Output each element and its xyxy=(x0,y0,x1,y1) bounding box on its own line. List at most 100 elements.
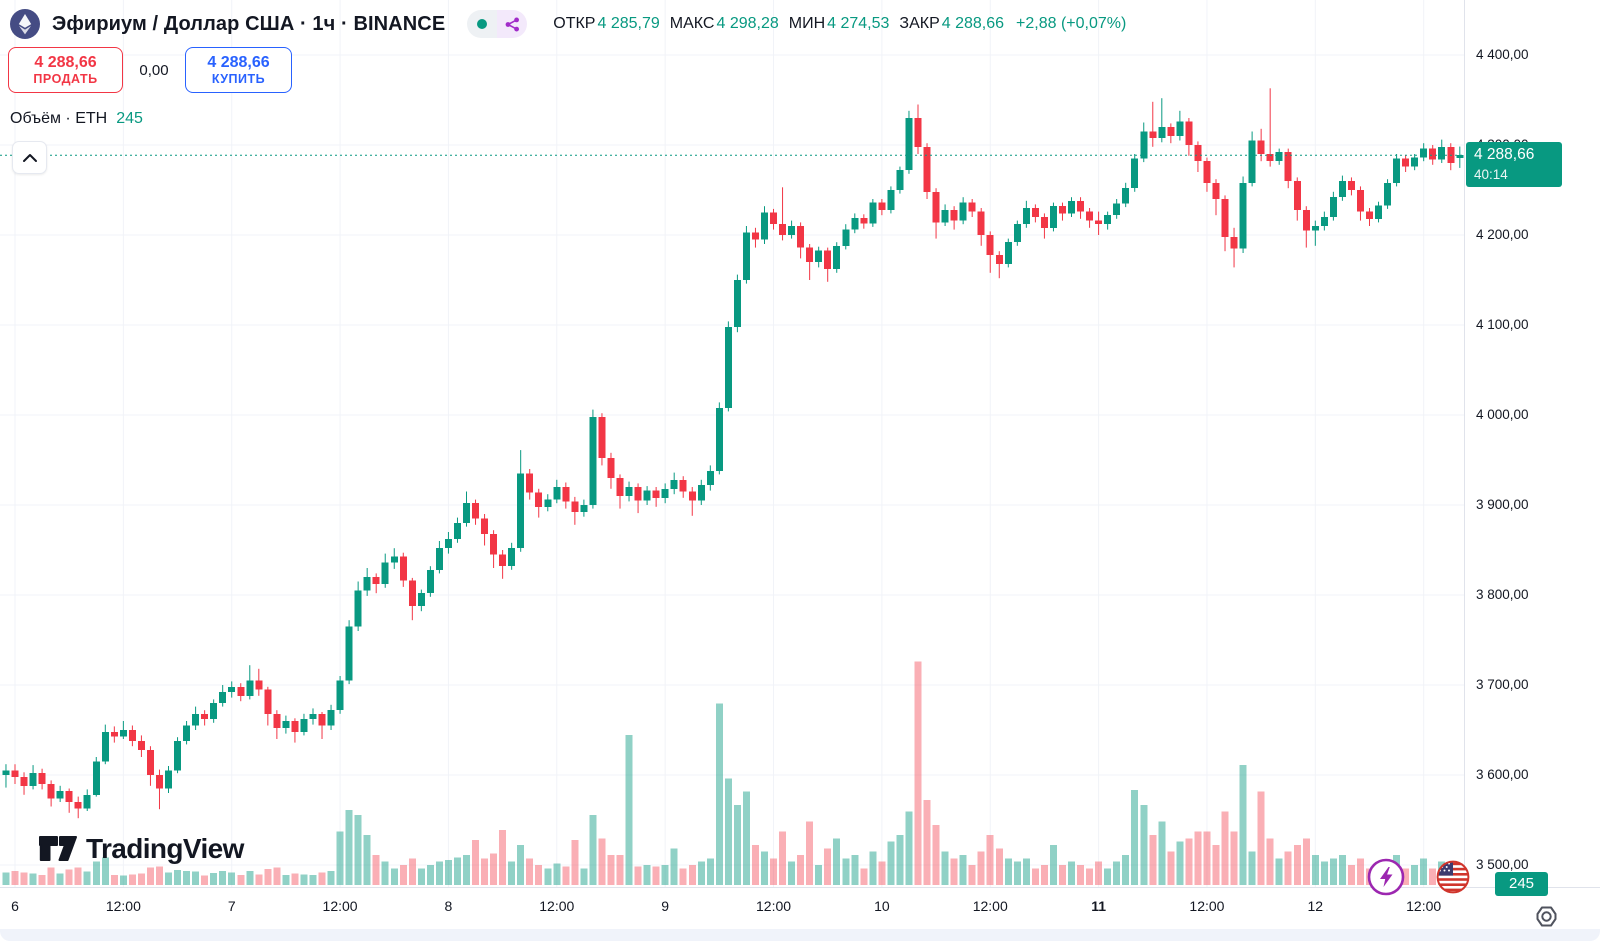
volume-bar xyxy=(1429,868,1437,885)
tradingview-logo[interactable]: TradingView xyxy=(38,831,244,867)
ohlc-row: ОТКР 4 285,79 МАКС 4 298,28 МИН 4 274,53 ЗА… xyxy=(553,15,1126,33)
candle-body xyxy=(327,710,335,726)
price-axis-label: 4 100,00 xyxy=(1476,317,1529,332)
volume-bar xyxy=(1167,851,1175,885)
status-pill[interactable] xyxy=(467,10,528,38)
candle-body xyxy=(661,488,669,498)
share-icon[interactable] xyxy=(497,10,528,38)
candle-body xyxy=(977,211,985,235)
volume-bar xyxy=(914,661,922,885)
volume-bar xyxy=(1275,858,1283,885)
us-flag-icon[interactable] xyxy=(1436,860,1470,899)
time-axis-label: 12:00 xyxy=(755,898,792,914)
candle-body xyxy=(1293,181,1301,210)
volume-bar xyxy=(1347,865,1355,885)
volume-bar xyxy=(1212,845,1220,885)
volume-bar xyxy=(553,863,561,885)
candle-body xyxy=(336,680,344,711)
candle-body xyxy=(237,686,245,696)
volume-bar xyxy=(1248,851,1256,885)
buy-button[interactable]: 4 288,66 КУПИТЬ xyxy=(185,47,292,93)
candle-body xyxy=(1158,127,1166,138)
candle-body xyxy=(273,713,281,729)
market-open-dot-icon xyxy=(467,10,498,38)
candle-body xyxy=(742,232,750,280)
time-axis-label: 7 xyxy=(227,898,236,914)
price-axis-label: 4 200,00 xyxy=(1476,227,1529,242)
candle-body xyxy=(201,713,209,720)
volume-bar xyxy=(1402,868,1410,885)
candlestick-chart[interactable] xyxy=(0,0,1464,887)
candle-body xyxy=(1131,158,1139,189)
volume-bar xyxy=(417,868,425,885)
time-axis-label: 12:00 xyxy=(1406,898,1442,914)
time-axis-label: 11 xyxy=(1091,898,1106,914)
candle-body xyxy=(598,416,606,459)
volume-bar xyxy=(1113,861,1121,885)
candle-body xyxy=(318,713,326,726)
volume-bar xyxy=(192,871,200,885)
candle-body xyxy=(616,478,624,496)
current-price-badge: 4 288,66 40:14 xyxy=(1466,142,1562,188)
volume-bar xyxy=(1004,858,1012,885)
collapse-legend-button[interactable] xyxy=(12,141,47,174)
candle-body xyxy=(887,190,895,210)
candle-body xyxy=(1058,206,1066,214)
candle-body xyxy=(1366,211,1373,219)
candle-body xyxy=(1230,236,1238,249)
volume-bar xyxy=(1122,855,1130,885)
gear-icon xyxy=(1536,906,1557,927)
volume-bar xyxy=(580,868,588,885)
volume-bar xyxy=(174,870,182,885)
volume-bar xyxy=(29,873,37,885)
open-label: ОТКР xyxy=(553,15,596,32)
candle-body xyxy=(363,577,371,591)
candle-body xyxy=(634,487,642,501)
candle-body xyxy=(453,523,461,540)
price-axis-label: 3 600,00 xyxy=(1476,767,1529,782)
volume-bar xyxy=(1095,861,1103,885)
candle-body xyxy=(1122,188,1130,204)
volume-bar xyxy=(788,861,796,885)
volume-bar xyxy=(1356,858,1364,885)
volume-bar xyxy=(688,865,696,885)
candle-body xyxy=(1438,146,1446,160)
volume-bar xyxy=(273,867,281,885)
candle-body xyxy=(11,770,19,777)
volume-bar xyxy=(544,868,552,885)
candle-body xyxy=(1185,121,1193,145)
volume-bar xyxy=(652,866,660,885)
volume-bar xyxy=(1293,845,1301,885)
time-axis-label: 12:00 xyxy=(972,898,1008,914)
volume-bar xyxy=(1320,861,1328,885)
volume-bar xyxy=(1086,868,1094,885)
volume-bar xyxy=(1203,831,1211,885)
volume-bar xyxy=(869,851,877,885)
volume-bar xyxy=(661,865,669,885)
instant-trading-button[interactable] xyxy=(1367,858,1405,901)
candle-body xyxy=(535,492,543,507)
time-axis[interactable]: 6 12:00 7 12:00 8 12:00 9 12:00 10 12:00 11 12:00 12… xyxy=(0,887,1600,929)
volume-bar xyxy=(1221,811,1229,885)
volume-study-legend[interactable]: Объём · ETH 245 xyxy=(10,110,143,128)
volume-bar xyxy=(137,873,145,885)
candle-body xyxy=(1266,154,1274,162)
candle-body xyxy=(444,539,452,549)
volume-bar xyxy=(327,871,335,885)
candle-body xyxy=(83,794,91,809)
price-axis[interactable]: 4 400,004 300,004 200,004 100,004 000,00… xyxy=(1464,0,1600,887)
candle-body xyxy=(896,170,904,190)
buy-price: 4 288,66 xyxy=(207,54,270,71)
time-axis-label: 12:00 xyxy=(1189,898,1225,914)
candle-body xyxy=(137,740,145,750)
volume-legend-value: 245 xyxy=(116,110,143,127)
symbol-title[interactable]: Эфириум / Доллар США · 1ч · BINANCE xyxy=(52,12,446,35)
price-axis-label: 3 900,00 xyxy=(1476,497,1529,512)
candle-body xyxy=(779,224,787,235)
sell-button[interactable]: 4 288,66 ПРОДАТЬ xyxy=(8,47,123,93)
volume-bar xyxy=(300,874,308,885)
candle-body xyxy=(146,749,154,775)
candle-body xyxy=(797,226,805,248)
settings-button[interactable] xyxy=(1533,903,1560,930)
